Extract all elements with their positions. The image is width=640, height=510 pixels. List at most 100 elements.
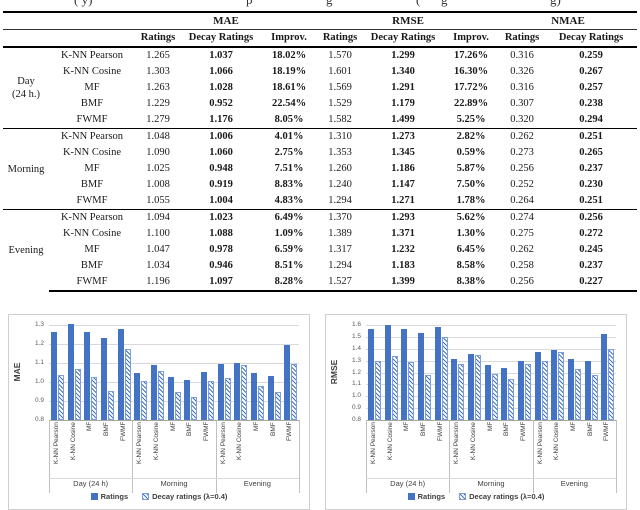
metric-value: 0.316 <box>510 82 534 93</box>
legend-item: Decay ratings (λ=0.4) <box>142 492 227 501</box>
decay-ratings-bar <box>207 381 214 420</box>
ratings-bar <box>167 377 174 420</box>
category-label: FWMF <box>119 422 127 442</box>
caption-fragment: g) <box>550 0 561 8</box>
metric-value: 0.948 <box>209 163 233 174</box>
ratings-bar <box>434 327 441 420</box>
metric-value: 1.09% <box>274 228 304 239</box>
table-row: K-NN Cosine 1.303 1.066 18.19% 1.601 1.340 16.… <box>3 64 637 80</box>
metric-value: 2.75% <box>274 147 304 158</box>
category-label: MF <box>569 422 577 432</box>
category-label: FWMF <box>436 422 444 442</box>
method-name: K-NN Cosine <box>62 147 122 158</box>
metric-value: 1.303 <box>146 66 170 77</box>
decay-ratings-bar <box>558 352 565 420</box>
category-label: K-NN Pearson <box>536 422 544 464</box>
metric-value: 0.274 <box>499 209 546 226</box>
ratings-bar <box>534 352 541 420</box>
metric-value: 1.025 <box>146 163 170 174</box>
metric-value: 1.310 <box>317 128 364 145</box>
metric-value: 1.179 <box>391 98 415 109</box>
metric-value: 1.186 <box>391 163 415 174</box>
metric-value: 6.49% <box>261 209 318 226</box>
category-label: MF <box>169 422 177 432</box>
metric-value: 0.257 <box>579 82 603 93</box>
y-tick-label: 1.5 <box>351 332 361 340</box>
metric-value: 0.251 <box>545 128 638 145</box>
gridline <box>366 408 616 410</box>
time-period-label: Evening <box>3 209 49 291</box>
table-head: MAE RMSE NMAE Ratings Decay Ratings Improv. Ra… <box>3 11 638 48</box>
ratings-bar <box>150 364 157 420</box>
metric-value: 1.147 <box>391 179 415 190</box>
metric-value: 0.59% <box>456 147 486 158</box>
metric-value: 5.87% <box>456 163 486 174</box>
gridline <box>366 372 616 374</box>
metric-value: 1.176 <box>209 114 233 125</box>
ratings-bar <box>100 338 107 420</box>
metric-value: 8.28% <box>261 274 318 292</box>
method-name: K-NN Pearson <box>49 128 135 145</box>
group-separator <box>299 420 300 493</box>
ratings-bar <box>267 375 274 420</box>
ratings-bar <box>184 380 191 420</box>
category-label: K-NN Pearson <box>52 422 60 464</box>
y-tick-label: 1.0 <box>34 378 44 385</box>
method-name: MF <box>84 82 100 93</box>
y-tick-label: 1.3 <box>351 356 361 364</box>
gridline <box>49 401 299 402</box>
category-label: FWMF <box>603 422 611 442</box>
ratings-bar <box>117 328 124 420</box>
metric-value: 1.094 <box>135 209 181 226</box>
metric-value: 0.272 <box>579 228 603 239</box>
metric-value: 0.316 <box>510 50 534 61</box>
decay-ratings-legend-marker <box>459 493 467 500</box>
table-row: Day (24 h.) K-NN Pearson 1.265 1.037 18.02% 1.… <box>3 47 637 100</box>
method-name: MF <box>84 163 100 174</box>
method-name: BMF <box>80 98 104 109</box>
ratings-bar <box>501 367 508 420</box>
ratings-legend-marker <box>407 493 415 500</box>
decay-ratings-bar <box>74 369 81 420</box>
metric-value: 1.100 <box>146 228 170 239</box>
method-name: FWMF <box>49 274 135 292</box>
method-name: K-NN Pearson <box>49 209 135 226</box>
y-tick-label: 1.6 <box>351 321 361 328</box>
table-row: FWMF 1.055 1.004 4.83% 1.294 1.271 1.78% 0.264 0… <box>3 193 637 210</box>
group-separator <box>366 420 367 493</box>
group-label: Evening <box>560 479 588 488</box>
method-name: BMF <box>80 179 104 190</box>
metric-value: 0.273 <box>510 147 534 158</box>
group-label: Morning <box>477 479 505 488</box>
axis-divider <box>366 478 616 479</box>
decay-ratings-bar <box>508 378 515 420</box>
method-name: MF <box>84 244 100 255</box>
metric-value: 1.529 <box>328 98 352 109</box>
caption-fragment: g <box>441 0 448 8</box>
metric-value: 17.26% <box>453 50 489 61</box>
metric-value: 1.260 <box>328 163 352 174</box>
category-label: K-NN Cosine <box>469 422 477 460</box>
decay-ratings-bar <box>57 374 64 420</box>
method-name: FWMF <box>76 114 108 125</box>
legend-label: Ratings <box>417 492 446 501</box>
metric-value: 1.006 <box>181 128 261 145</box>
metric-value: 1.265 <box>146 50 170 61</box>
metric-value: 0.262 <box>499 128 546 145</box>
metric-group-row: MAE RMSE NMAE <box>3 11 638 30</box>
metric-value: 1.370 <box>317 209 364 226</box>
group-separator <box>215 420 217 493</box>
metric-value: 0.259 <box>579 50 603 61</box>
category-label: K-NN Cosine <box>386 422 394 460</box>
gridline <box>366 360 616 362</box>
column-header: Ratings <box>499 29 546 48</box>
metric-value: 1.263 <box>146 82 170 93</box>
decay-ratings-bar <box>391 355 398 420</box>
metric-value: 8.58% <box>456 260 486 271</box>
metric-value: 1.097 <box>181 274 261 292</box>
decay-ratings-bar <box>574 368 581 420</box>
category-label: K-NN Pearson <box>136 422 144 464</box>
metric-value: 1.034 <box>146 260 170 271</box>
time-period-label: Morning <box>3 128 49 210</box>
metric-value: 1.273 <box>363 128 444 145</box>
